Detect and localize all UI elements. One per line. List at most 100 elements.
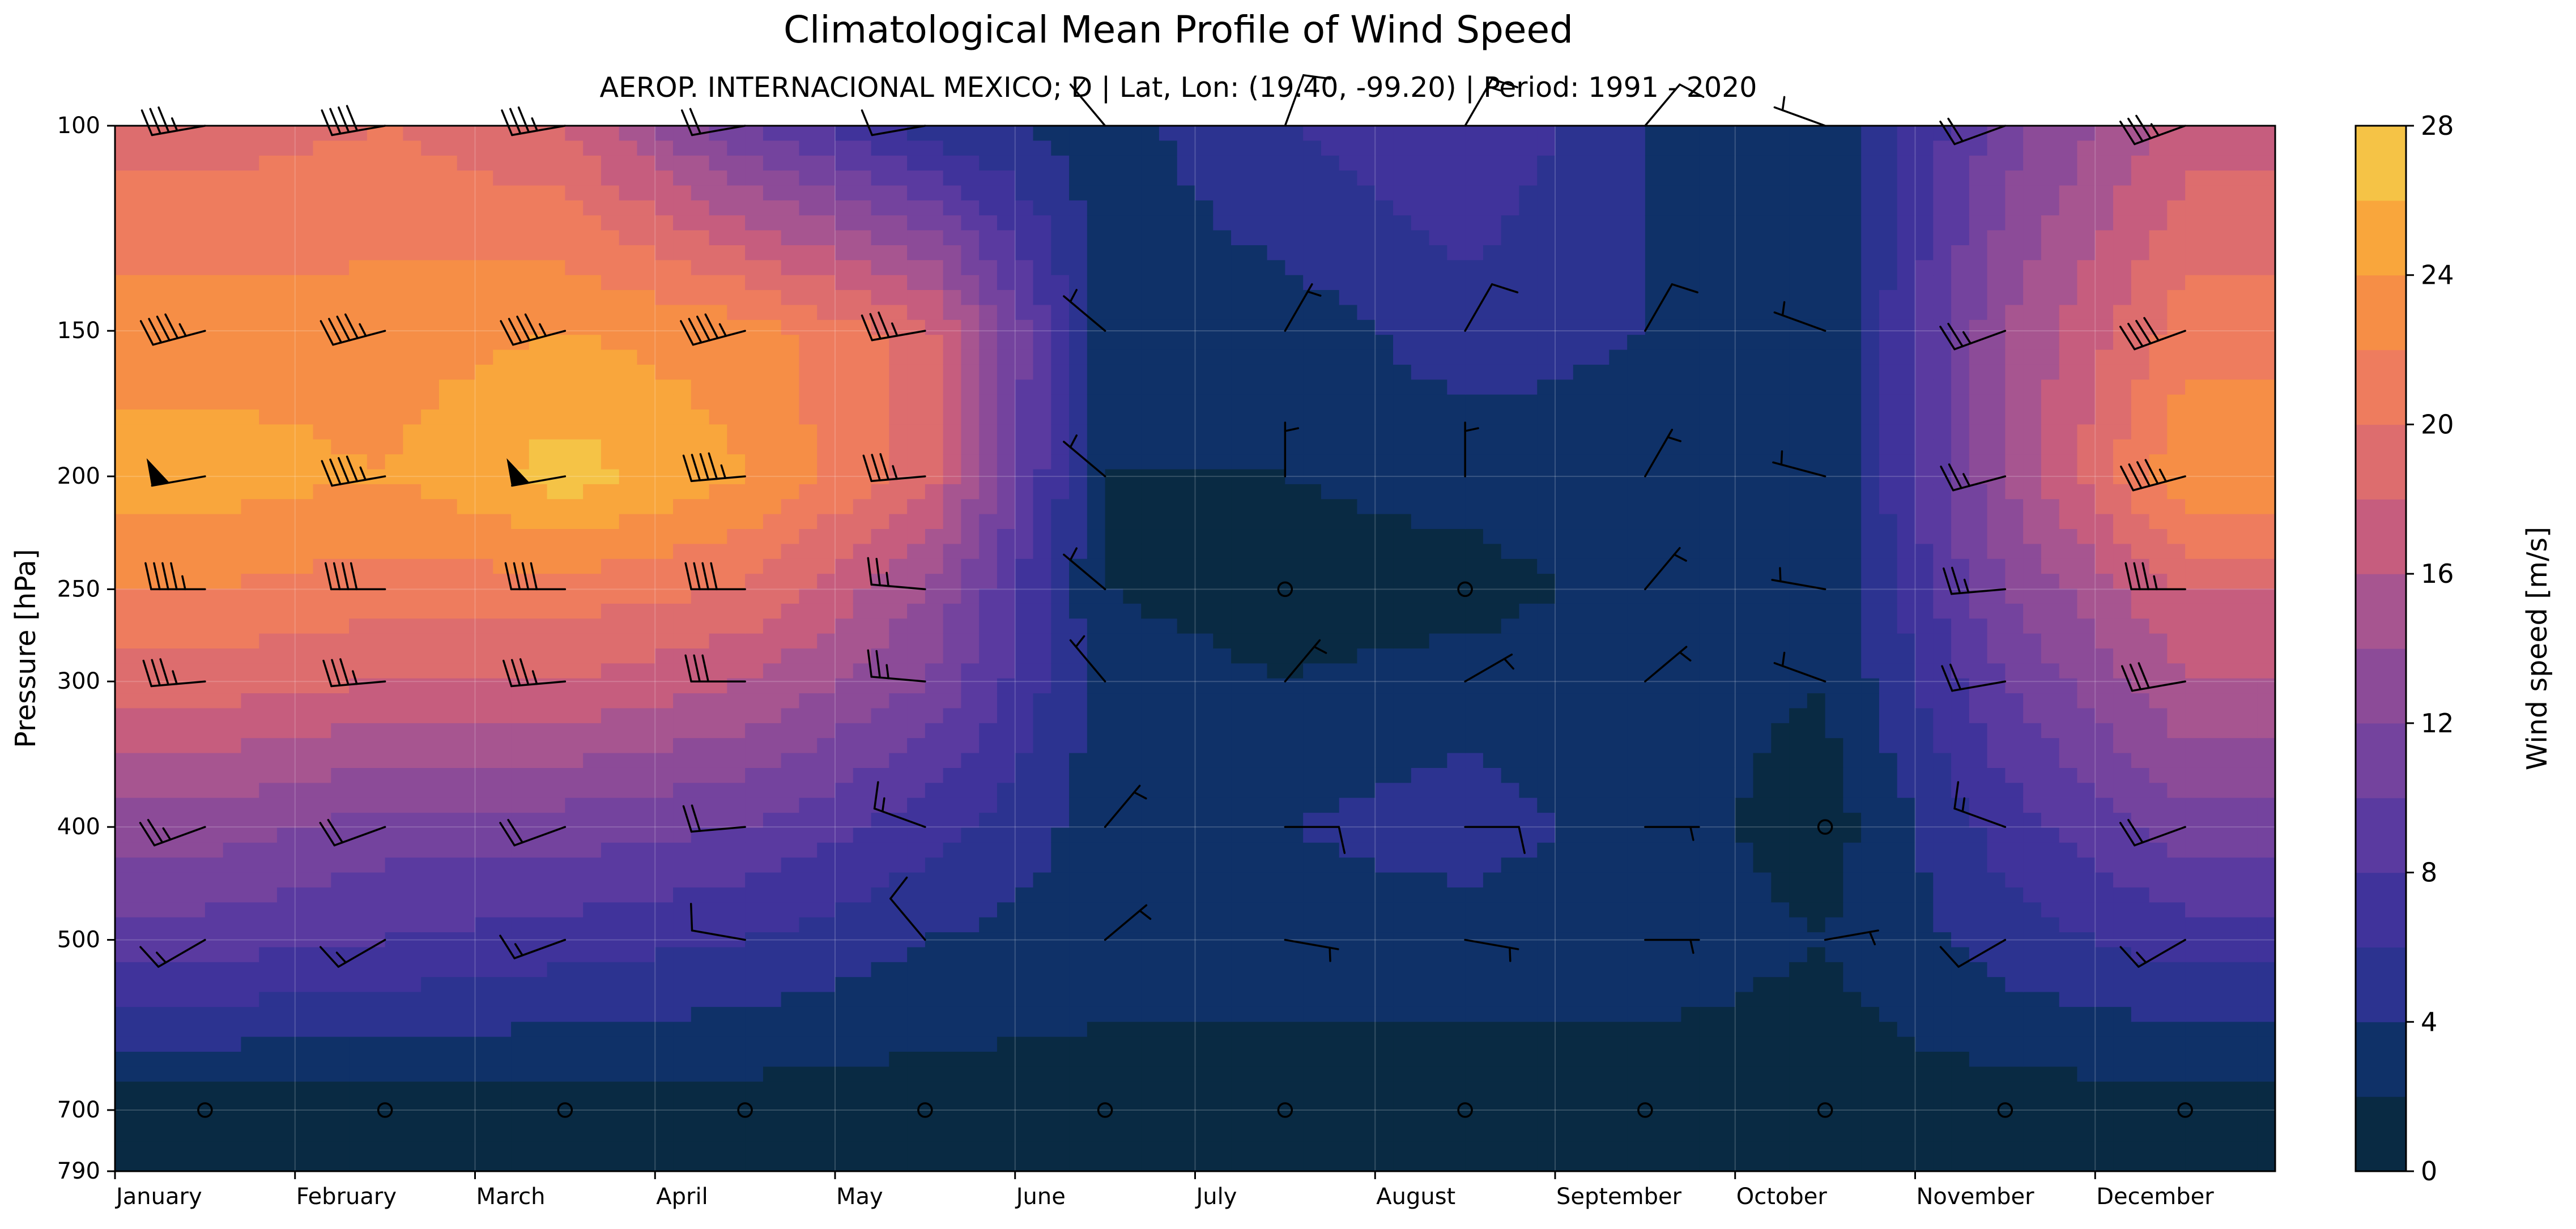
speed-cell <box>583 827 602 843</box>
speed-cell <box>313 245 332 261</box>
speed-cell <box>438 1096 458 1112</box>
speed-cell <box>133 633 152 649</box>
speed-cell <box>853 1141 872 1157</box>
speed-cell <box>583 409 602 425</box>
speed-cell <box>331 290 350 306</box>
speed-cell <box>1231 723 1250 739</box>
speed-cell <box>1159 484 1178 500</box>
speed-cell <box>403 394 421 410</box>
speed-cell <box>1141 783 1160 799</box>
speed-cell <box>871 738 890 754</box>
speed-cell <box>619 947 638 963</box>
speed-cell <box>781 305 800 321</box>
speed-cell <box>475 1156 494 1172</box>
speed-cell <box>619 260 638 276</box>
speed-cell <box>1357 723 1376 739</box>
speed-cell <box>943 409 962 425</box>
speed-cell <box>727 1141 746 1157</box>
speed-cell <box>1303 379 1322 395</box>
speed-cell <box>1393 469 1412 485</box>
speed-cell <box>1375 215 1394 231</box>
speed-cell <box>1231 1022 1250 1038</box>
speed-cell <box>1015 170 1034 186</box>
speed-cell <box>799 260 818 276</box>
speed-cell <box>475 693 494 709</box>
speed-cell <box>1393 439 1412 455</box>
speed-cell <box>1177 529 1196 545</box>
speed-cell <box>1195 693 1214 709</box>
speed-cell <box>511 275 530 291</box>
speed-cell <box>817 215 836 231</box>
speed-cell <box>691 1022 710 1038</box>
speed-cell <box>583 842 602 858</box>
speed-cell <box>1231 827 1250 843</box>
speed-cell <box>367 290 386 306</box>
speed-cell <box>1339 678 1358 694</box>
speed-cell <box>313 1006 332 1023</box>
speed-cell <box>1375 977 1394 993</box>
speed-cell <box>1105 484 1124 500</box>
speed-cell <box>1285 753 1304 769</box>
speed-cell <box>133 544 152 560</box>
speed-cell <box>1267 574 1286 590</box>
speed-cell <box>115 902 134 918</box>
speed-cell <box>817 1006 836 1023</box>
speed-cell <box>763 200 782 216</box>
speed-cell <box>547 424 566 440</box>
speed-cell <box>1195 678 1214 694</box>
speed-cell <box>601 364 620 381</box>
speed-cell <box>1105 947 1124 963</box>
speed-cell <box>276 663 296 679</box>
speed-cell <box>547 558 566 574</box>
speed-cell <box>169 424 188 440</box>
speed-cell <box>763 1126 782 1142</box>
speed-cell <box>367 409 386 425</box>
speed-cell <box>493 394 512 410</box>
speed-cell <box>1357 992 1376 1008</box>
speed-cell <box>727 767 746 784</box>
speed-cell <box>1231 394 1250 410</box>
speed-cell <box>889 349 908 365</box>
speed-cell <box>655 558 674 574</box>
speed-cell <box>1339 514 1358 530</box>
speed-cell <box>1069 1066 1088 1082</box>
speed-cell <box>259 409 278 425</box>
speed-cell <box>151 887 170 903</box>
speed-cell <box>691 603 710 620</box>
speed-cell <box>438 872 458 888</box>
speed-cell <box>295 558 314 574</box>
speed-cell <box>907 349 926 365</box>
speed-cell <box>565 290 584 306</box>
speed-cell <box>1285 140 1304 156</box>
speed-cell <box>1177 767 1196 784</box>
speed-cell <box>817 319 836 335</box>
speed-cell <box>295 1156 314 1172</box>
speed-cell <box>493 260 512 276</box>
speed-cell <box>583 902 602 918</box>
speed-cell <box>799 1066 818 1082</box>
speed-cell <box>799 723 818 739</box>
speed-cell <box>295 275 314 291</box>
speed-cell <box>421 887 440 903</box>
speed-cell <box>727 1006 746 1023</box>
speed-cell <box>276 977 296 993</box>
speed-cell <box>925 797 944 813</box>
speed-cell <box>871 603 890 620</box>
speed-cell <box>691 140 710 156</box>
speed-cell <box>403 857 421 873</box>
speed-cell <box>475 813 494 829</box>
speed-cell <box>817 290 836 306</box>
speed-cell <box>745 902 764 918</box>
speed-cell <box>709 618 728 634</box>
speed-cell <box>1267 1006 1286 1023</box>
speed-cell <box>673 558 692 574</box>
speed-cell <box>637 783 656 799</box>
speed-cell <box>691 588 710 604</box>
speed-cell <box>709 588 728 604</box>
speed-cell <box>367 1066 386 1082</box>
speed-cell <box>241 200 259 216</box>
speed-cell <box>817 245 836 261</box>
speed-cell <box>1195 260 1214 276</box>
speed-cell <box>133 379 152 395</box>
speed-cell <box>655 290 674 306</box>
